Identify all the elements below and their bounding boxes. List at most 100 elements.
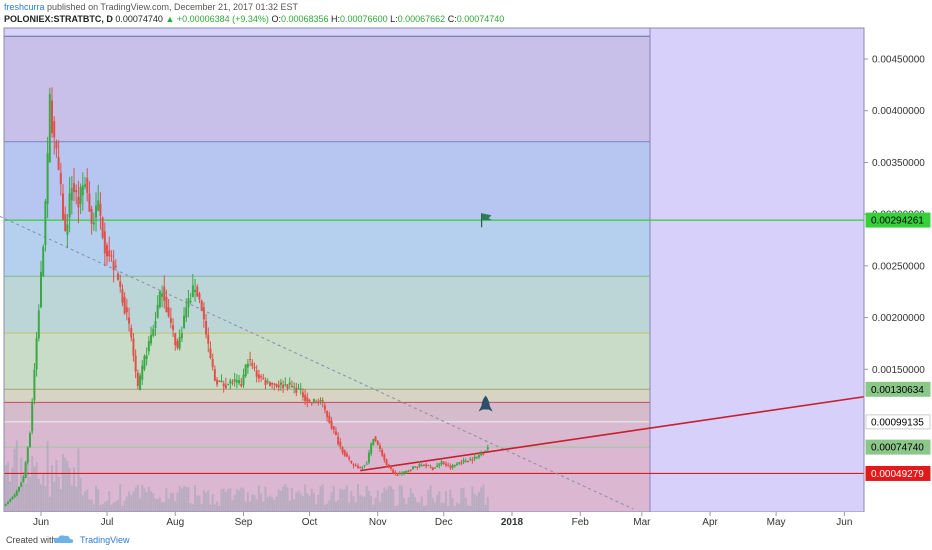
author-link[interactable]: freshcurra <box>4 2 45 12</box>
time-axis[interactable]: Jun Jul Aug Sep Oct Nov Dec 2018 Feb Mar Apr May Jun <box>0 512 932 530</box>
candle-body <box>55 141 58 149</box>
candle-body <box>207 334 210 344</box>
volume-bar <box>323 504 326 512</box>
candle-body <box>244 364 247 377</box>
candle-body <box>477 455 480 458</box>
candle-body <box>229 380 232 384</box>
candle-body <box>233 379 236 382</box>
candle-body <box>180 333 183 339</box>
candle-body <box>293 386 296 388</box>
volume-bar <box>218 505 221 512</box>
candle-body <box>97 200 100 211</box>
volume-bar <box>440 502 443 512</box>
volume-bar <box>271 497 274 512</box>
price-label-badge <box>865 439 931 455</box>
candle-body <box>394 472 397 475</box>
candle-body <box>420 465 423 467</box>
candle-body <box>235 380 238 383</box>
candle-body <box>473 456 476 459</box>
candle-body <box>161 293 164 297</box>
volume-bar <box>273 499 276 512</box>
volume-bar <box>128 491 131 512</box>
volume-bar <box>418 502 421 512</box>
volume-bar <box>235 489 238 512</box>
volume-bar <box>62 454 65 512</box>
candle-body <box>288 382 291 385</box>
candle-body <box>11 497 14 500</box>
candle-body <box>154 320 157 328</box>
volume-bar <box>84 491 87 512</box>
candle-body <box>209 348 212 358</box>
candle-body <box>132 338 135 356</box>
candle-body <box>365 463 368 465</box>
candle-body <box>352 464 355 466</box>
volume-bar <box>176 492 179 512</box>
candle-body <box>123 296 126 314</box>
volume-bar <box>392 489 395 512</box>
candle-body <box>462 459 465 462</box>
high-label: H: <box>331 14 341 24</box>
candle-body <box>400 472 403 474</box>
candle-body <box>266 381 269 383</box>
candle-body <box>68 193 71 218</box>
fib-band <box>4 447 650 512</box>
candle-body <box>46 153 49 204</box>
candle-body <box>466 460 469 463</box>
candle-body <box>356 465 359 468</box>
candle-body <box>64 214 67 232</box>
x-tick-label: Jun <box>836 517 852 528</box>
candle-body <box>79 186 82 204</box>
candle-body <box>332 426 335 430</box>
volume-bar <box>429 485 432 512</box>
candle-body <box>295 387 298 393</box>
candle-body <box>345 453 348 457</box>
volume-bar <box>361 496 364 512</box>
volume-bar <box>40 484 42 512</box>
last-price: 0.00074740 <box>115 14 163 24</box>
x-tick-label: Apr <box>702 517 718 528</box>
volume-bar <box>337 499 340 512</box>
volume-bar <box>484 505 487 512</box>
candle-body <box>323 405 326 410</box>
candle-body <box>317 401 320 403</box>
volume-bar <box>374 498 377 512</box>
price-label-badge <box>865 381 931 397</box>
price-axis[interactable]: 0.004500000.004000000.003500000.00300000… <box>3 27 932 513</box>
volume-bar <box>471 486 474 512</box>
volume-bar <box>286 487 289 512</box>
change-value: ▲ +0.00006384 (+9.34%) <box>165 14 269 24</box>
candle-body <box>407 470 410 472</box>
price-label-badge <box>865 465 931 481</box>
support-trendline <box>360 394 876 472</box>
candle-body <box>409 470 412 472</box>
candle-body <box>194 289 197 292</box>
candle-body <box>66 224 69 235</box>
volume-bar <box>290 488 293 512</box>
volume-bar <box>372 504 375 512</box>
candle-body <box>429 466 432 468</box>
candle-body <box>147 341 150 352</box>
high-value: 0.00076600 <box>340 14 388 24</box>
candle-body <box>24 462 27 478</box>
tradingview-brand[interactable]: TradingView <box>80 535 130 545</box>
volume-bar <box>453 505 456 512</box>
volume-bar <box>253 495 256 512</box>
volume-bar <box>174 501 177 512</box>
candle-body <box>341 446 344 453</box>
candle-body <box>84 184 87 187</box>
volume-bar <box>48 496 51 512</box>
volume-bar <box>422 505 425 512</box>
candle-body <box>150 334 153 344</box>
candle-body <box>436 465 439 468</box>
volume-bar <box>455 502 458 512</box>
candle-body <box>158 291 161 308</box>
candle-body <box>172 325 175 330</box>
candle-body <box>257 374 260 379</box>
fib-band <box>4 220 650 277</box>
candle-body <box>361 467 364 469</box>
volume-bar <box>143 488 146 512</box>
volume-bar <box>117 500 120 512</box>
volume-bar <box>438 491 441 512</box>
candle-body <box>334 431 337 436</box>
